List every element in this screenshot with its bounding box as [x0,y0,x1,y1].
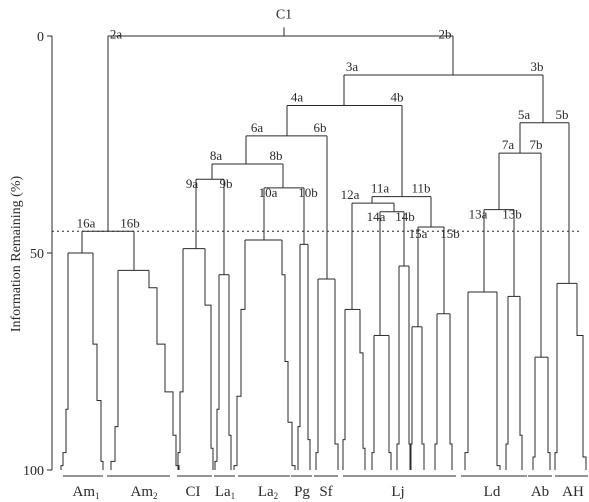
group-label-subscript: 2 [153,491,158,501]
group-label-subscript: 1 [95,491,100,501]
leaf-cluster-cib [204,248,214,470]
leaf-cluster-am2b [148,270,180,470]
node-label-2a: 2a [110,27,123,42]
node-label-6a: 6a [251,120,264,135]
leaf-cluster-lj1b [359,309,366,470]
node-label-10a: 10a [259,185,278,200]
leaf-cluster-pg [297,244,301,470]
leaf-cluster-la2b [281,239,296,470]
leaf-cluster-pgb [307,244,311,470]
node-label-12a: 12a [341,187,360,202]
group-label: AH [562,484,584,500]
group-label-name: Pg [294,484,310,500]
node-label-7a: 7a [502,137,515,152]
leaf-cluster-ahb [576,283,587,470]
leaf-cluster-ab [532,357,536,470]
group-label: Ld [484,484,501,500]
leaf-cluster-lj2b [388,335,392,470]
node-label-15b: 15b [440,226,460,241]
leaf-cluster-lj1 [342,309,346,470]
node-label-14a: 14a [367,209,386,224]
group-label: Sf [319,484,332,500]
node-label-13a: 13a [469,207,488,222]
leaf-cluster-ld2 [505,296,509,470]
node-label-9a: 9a [186,176,199,191]
node-label-7b: 7b [530,137,543,152]
node-label-4a: 4a [291,89,304,104]
group-label-subscript: 1 [231,491,236,501]
leaf-cluster-lj2 [371,335,375,470]
group-label-name: Ab [531,484,549,500]
y-tick-label: 0 [37,30,44,45]
root-label: C1 [276,8,292,23]
group-label-name: Lj [391,484,404,500]
leaf-cluster-sfb [334,279,339,470]
leaf-cluster-abb [547,357,551,470]
group-label-name: Am [131,484,154,500]
leaf-cluster-lj3 [396,266,400,470]
group-label-name: AH [562,484,584,500]
node-label-14b: 14b [395,209,415,224]
group-label: La2 [258,484,278,501]
node-label-15a: 15a [409,226,428,241]
group-label: Pg [294,484,310,500]
group-label-name: Sf [319,484,332,500]
node-label-13b: 13b [502,207,522,222]
y-tick-label: 50 [30,247,44,262]
y-tick-label: 100 [23,464,44,479]
node-label-4b: 4b [391,89,404,104]
leaf-cluster-ld [464,292,469,470]
leaf-cluster-la1b [228,274,232,470]
leaf-cluster-lj4b [421,326,425,470]
node-label-8a: 8a [210,148,223,163]
leaf-cluster-am2 [110,270,119,470]
node-label-2b: 2b [439,27,452,42]
group-label-name: La [215,484,231,500]
node-label-5a: 5a [518,107,531,122]
leaf-cluster-lj4 [409,326,413,470]
node-label-8b: 8b [270,148,283,163]
leaf-cluster-ldb [496,292,501,470]
leaf-cluster-am1b [92,253,104,470]
leaf-cluster-la2 [233,239,246,470]
node-label-16a: 16a [77,215,96,230]
group-label: Am2 [131,484,158,501]
leaf-cluster-lj3b [408,266,412,470]
group-label: Am1 [73,484,100,501]
leaf-cluster-ld2b [519,296,523,470]
group-label: CI [186,484,201,500]
node-label-9b: 9b [220,176,233,191]
group-label-name: La [258,484,274,500]
group-label-name: Ld [484,484,501,500]
leaf-cluster-ci [177,248,184,470]
node-label-6b: 6b [314,120,327,135]
node-label-3a: 3a [346,59,359,74]
group-label-name: Am [73,484,96,500]
group-label: La1 [215,484,235,501]
leaf-cluster-lj5 [434,313,438,470]
group-label-subscript: 2 [274,491,279,501]
node-label-11b: 11b [411,181,430,196]
group-label-name: CI [186,484,201,500]
leaf-cluster-am1 [60,253,69,470]
y-axis-label: Information Remaining (%) [9,176,24,333]
node-label-11a: 11a [371,181,390,196]
node-label-3b: 3b [531,59,544,74]
group-label: Lj [391,484,404,500]
node-label-10b: 10b [298,185,318,200]
node-label-16b: 16b [120,215,140,230]
leaf-cluster-lj5b [449,313,453,470]
leaf-cluster-sf [315,279,319,470]
leaf-cluster-la1 [214,274,220,470]
node-label-5b: 5b [556,107,569,122]
leaf-cluster-ah [554,283,558,470]
group-label: Ab [531,484,549,500]
